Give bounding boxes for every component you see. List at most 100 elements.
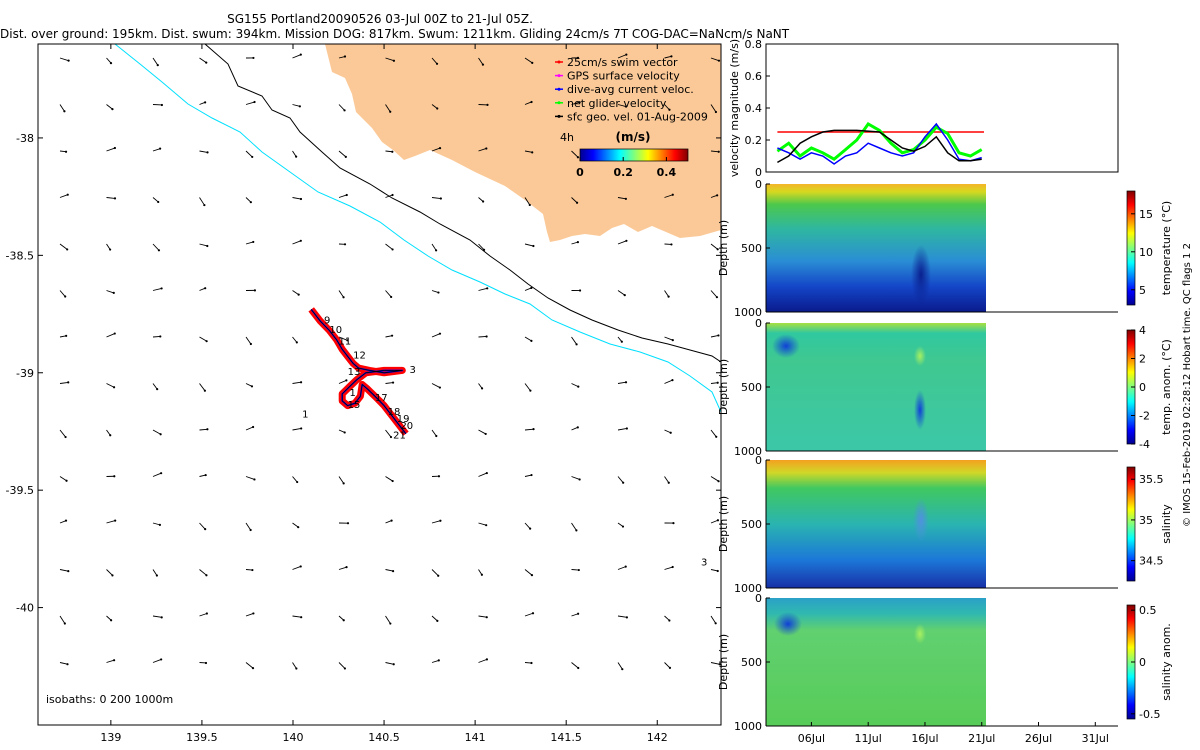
current-arrow (59, 243, 68, 250)
section-y-tick-label: 500 (741, 242, 762, 255)
current-arrow-head (113, 146, 116, 150)
current-arrow-head (532, 244, 535, 248)
current-arrow (524, 522, 531, 529)
current-arrow (571, 522, 577, 531)
current-arrow (59, 194, 68, 198)
current-arrow (431, 57, 438, 65)
current-arrow (664, 615, 670, 621)
current-arrow-head (531, 61, 534, 64)
current-arrow (245, 197, 252, 203)
current-arrow (292, 381, 302, 384)
current-arrow (385, 243, 393, 250)
current-arrow-head (66, 663, 69, 666)
current-arrow (152, 243, 160, 251)
velocity-frame (765, 43, 1119, 173)
current-arrow (664, 194, 673, 198)
section-x-tick-label: 16Jul (911, 732, 938, 745)
current-arrow (338, 194, 347, 198)
legend-marker (557, 114, 561, 118)
current-arrow (245, 522, 252, 531)
legend-4h-label: 4h (560, 131, 574, 144)
section-colorbar-tick-label: 35.5 (1139, 473, 1164, 486)
section-x-tick-label: 21Jul (968, 732, 995, 745)
legend-entry: sfc geo. vel. 01-Aug-2009 (567, 110, 708, 123)
current-arrow-head (390, 334, 394, 337)
section-y-tick-label: 1000 (734, 306, 762, 319)
current-arrow-head (109, 248, 112, 251)
current-arrow (106, 383, 115, 388)
current-arrow (431, 429, 437, 437)
current-arrow (59, 476, 67, 482)
current-arrow-head (530, 286, 533, 290)
current-arrow-head (252, 240, 255, 244)
current-arrow (710, 335, 719, 338)
current-arrow-head (204, 661, 208, 665)
current-arrow (524, 287, 532, 291)
current-arrow-head (482, 200, 485, 203)
velocity-line (776, 122, 983, 162)
current-arrow (431, 243, 437, 251)
current-arrow-head (578, 478, 581, 481)
current-arrow-head (252, 56, 255, 60)
current-arrow (710, 429, 717, 438)
current-arrow-head (621, 525, 625, 528)
current-arrow-head (620, 340, 623, 343)
current-arrow-head (157, 200, 160, 204)
current-arrow-head (251, 155, 254, 159)
current-arrow (59, 429, 66, 438)
current-arrow-head (252, 612, 255, 615)
legend-marker (557, 74, 561, 78)
section-colorbar-tick-label: 2 (1139, 353, 1146, 366)
current-arrow (292, 197, 302, 200)
current-arrow-head (485, 616, 488, 619)
current-arrow (478, 615, 487, 618)
current-arrow-head (529, 389, 532, 392)
current-arrow (152, 659, 162, 663)
current-arrow (524, 569, 533, 576)
current-arrow-head (204, 101, 207, 104)
current-arrow (478, 658, 488, 663)
current-arrow-head (110, 619, 113, 622)
current-arrow (524, 101, 532, 105)
current-arrow-head (714, 110, 718, 114)
current-arrow-head (66, 193, 69, 196)
map-x-tick-label: 141.5 (550, 731, 582, 744)
current-arrow-head (299, 565, 302, 568)
current-arrow-head (253, 478, 256, 481)
current-arrow-head (625, 427, 628, 430)
section-colorbar-label: salinity (1160, 504, 1173, 544)
current-arrow (152, 472, 162, 477)
section-colorbar-tick-label: 0 (1139, 381, 1146, 394)
section-colorbars: 5 10 15 temperature (°C) -4 -2 0 2 4 temp. anom. … (1126, 190, 1173, 721)
current-arrow (524, 150, 533, 153)
current-arrow (617, 104, 627, 108)
salinity-section (765, 460, 1118, 589)
current-arrow-head (716, 194, 719, 197)
current-arrow-head (345, 193, 348, 197)
current-arrow-head (111, 574, 114, 577)
velocity-y-tick-label: 0.2 (745, 134, 763, 147)
current-arrow-head (155, 574, 158, 577)
current-arrow-head (156, 388, 159, 391)
figure-title: SG155 Portland20090526 03-Jul 00Z to 21-… (0, 12, 789, 42)
current-arrow-head (625, 616, 628, 619)
current-arrow (617, 662, 623, 670)
current-arrow (664, 379, 673, 384)
current-arrow (431, 333, 441, 338)
section-x-tick-label: 11Jul (855, 732, 882, 745)
salinity-anomaly-field (766, 598, 986, 726)
current-arrow (106, 333, 115, 338)
track-day-label: 12 (353, 351, 366, 362)
current-arrow-head (716, 519, 720, 522)
current-arrow (385, 662, 394, 665)
current-arrow-head (623, 294, 626, 297)
current-arrow (571, 336, 577, 345)
current-arrow (571, 662, 579, 669)
current-arrow-head (64, 435, 67, 439)
current-arrow-head (113, 332, 116, 335)
current-arrow-head (671, 379, 674, 382)
current-arrow (617, 290, 625, 296)
current-arrow-head (578, 289, 582, 292)
current-arrow (617, 428, 627, 431)
current-arrow-head (206, 151, 209, 154)
